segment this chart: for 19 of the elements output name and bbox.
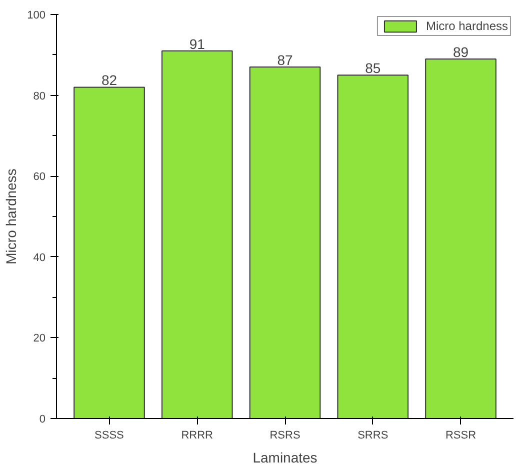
data-label: 87: [277, 52, 293, 68]
data-label: 82: [101, 72, 118, 88]
x-tick-label: RSRS: [270, 430, 300, 442]
data-label: 85: [365, 60, 381, 76]
x-tick-label: SSSS: [94, 430, 124, 442]
x-tick-label: RSSR: [445, 430, 476, 442]
data-label: 91: [189, 36, 206, 52]
y-tick-label: 20: [33, 332, 46, 345]
data-label: 89: [452, 44, 469, 60]
x-axis-title: Laminates: [252, 450, 318, 466]
y-tick-label: 0: [39, 414, 46, 426]
y-tick-label: 80: [33, 90, 46, 102]
y-tick-label: 100: [27, 10, 46, 22]
x-tick-label: RRRR: [181, 430, 214, 442]
legend-label: Micro hardness: [426, 19, 508, 33]
x-tick-label: SRRS: [358, 430, 388, 442]
y-axis-title: Micro hardness: [3, 168, 20, 264]
y-tick-label: 60: [33, 171, 46, 184]
y-tick-label: 40: [33, 252, 46, 264]
